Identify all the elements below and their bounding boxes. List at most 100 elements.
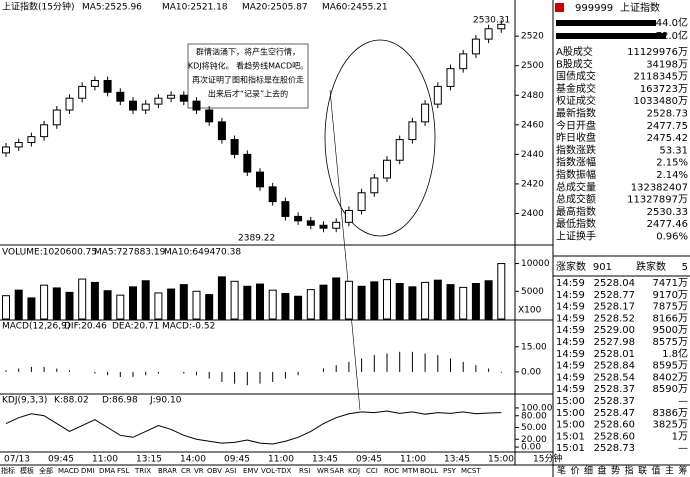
candle — [446, 68, 455, 87]
volume-bar — [154, 292, 163, 320]
candle — [129, 100, 137, 111]
candle — [421, 103, 430, 123]
tab[interactable]: SAR — [330, 467, 344, 475]
volume-bar — [268, 289, 277, 320]
tab[interactable]: CR — [181, 467, 191, 475]
tick-volume: 1.8亿 — [662, 347, 688, 360]
volume-bar — [179, 284, 188, 320]
side-tab[interactable]: 价 — [571, 466, 580, 477]
volume-bar — [383, 279, 391, 320]
tab[interactable]: 模板 — [20, 466, 34, 475]
row-label: 最低指数 — [556, 217, 596, 230]
volume-bar — [167, 288, 176, 320]
volume-bar — [319, 284, 328, 320]
volume-bar — [357, 285, 366, 320]
volume-bar — [243, 285, 252, 320]
candle — [281, 201, 290, 217]
tab[interactable]: MCST — [461, 467, 481, 475]
x-tick-label: 15:00 — [488, 455, 514, 465]
tick-price: 2528.60 — [594, 420, 635, 431]
tick-volume: 7875万 — [653, 302, 688, 313]
period: 15分钟 — [533, 453, 562, 465]
volume-bar — [395, 283, 404, 320]
tick-volume: 8386万 — [653, 408, 688, 419]
candle — [357, 192, 366, 211]
tab[interactable]: VR — [194, 467, 204, 475]
side-tab[interactable]: 主 — [665, 465, 674, 477]
tab[interactable]: DMI — [81, 467, 95, 475]
candle — [27, 136, 36, 144]
side-tab[interactable]: 盘 — [598, 465, 607, 477]
tab[interactable]: 全部 — [39, 466, 53, 475]
side-tab[interactable]: 联 — [638, 466, 647, 477]
tab[interactable]: ROC — [384, 467, 399, 475]
tab[interactable]: MTM — [402, 467, 418, 475]
high-label: 2530.31 — [473, 16, 510, 26]
k-line — [5, 410, 502, 445]
candle — [90, 79, 99, 87]
tab[interactable]: TRIX — [134, 467, 151, 475]
tick-volume: 8575万 — [653, 337, 688, 348]
candle — [103, 79, 112, 93]
side-tab[interactable]: 细 — [584, 465, 593, 477]
tick-volume: 9170万 — [653, 290, 688, 301]
tab[interactable]: CCI — [366, 467, 378, 475]
tab[interactable]: ASI — [225, 467, 236, 475]
side-tab[interactable]: 指 — [625, 465, 634, 477]
row-value: 53.31 — [659, 145, 688, 156]
tick-price: 2528.54 — [594, 372, 635, 383]
volume-bar — [332, 277, 341, 320]
tick-volume: 7471万 — [653, 278, 688, 289]
volume-bar — [497, 263, 506, 320]
icon — [555, 3, 564, 12]
breadth: 跌家数 — [636, 260, 666, 273]
tab[interactable]: BRAR — [158, 467, 177, 475]
tab[interactable]: PSY — [443, 467, 457, 475]
tick-price: 2528.01 — [594, 349, 635, 360]
bar — [556, 33, 666, 39]
tab[interactable]: RSI — [299, 467, 310, 475]
row-label: 上证换手 — [556, 230, 596, 243]
breadth: 901 — [593, 262, 612, 273]
y-tick-label: 20.00 — [521, 435, 547, 445]
tab[interactable]: DMA — [99, 467, 115, 475]
candle — [14, 142, 23, 148]
tab[interactable]: EMV — [243, 467, 258, 475]
tick-price: 2528.37 — [594, 396, 635, 407]
y-tick-label: 10000 — [521, 259, 550, 269]
volume-bar — [52, 287, 61, 320]
volume-bar — [40, 284, 49, 320]
candle — [459, 53, 468, 70]
tab[interactable]: OBV — [207, 467, 222, 475]
side-tab[interactable]: 筹 — [679, 465, 688, 477]
candle — [243, 153, 252, 173]
candle — [294, 215, 303, 222]
x-tick-label: 09:45 — [224, 455, 250, 465]
row-label: 指数涨幅 — [556, 156, 596, 169]
tab[interactable]: KDJ — [348, 467, 360, 475]
tab[interactable]: WR — [317, 467, 329, 475]
tab[interactable]: BOLL — [420, 467, 438, 475]
row-label: 昨日收盘 — [556, 131, 596, 144]
tab[interactable]: MACD — [58, 467, 79, 475]
tab[interactable]: 指标 — [1, 466, 15, 475]
x-tick-label: 11:00 — [268, 455, 294, 465]
row-value: 2475.42 — [647, 133, 688, 144]
volume-bar — [421, 281, 430, 320]
tick-time: 14:59 — [556, 325, 585, 336]
tab[interactable]: VOL-TDX — [261, 467, 292, 475]
tab[interactable]: FSL — [117, 467, 129, 475]
tick-price: 2528.60 — [594, 431, 635, 442]
side-tab[interactable]: 势 — [611, 465, 620, 477]
tick-price: 2528.73 — [594, 443, 635, 454]
tick-time: 14:59 — [556, 278, 585, 289]
side-tab[interactable]: 笔 — [557, 465, 566, 477]
tick-volume: 8590万 — [653, 384, 688, 395]
volume-bar — [256, 283, 264, 320]
y-tick-label: 15.00 — [521, 342, 547, 352]
side-tab[interactable]: 值 — [652, 465, 661, 477]
tick-time: 15:01 — [556, 443, 585, 454]
candle — [40, 124, 49, 138]
